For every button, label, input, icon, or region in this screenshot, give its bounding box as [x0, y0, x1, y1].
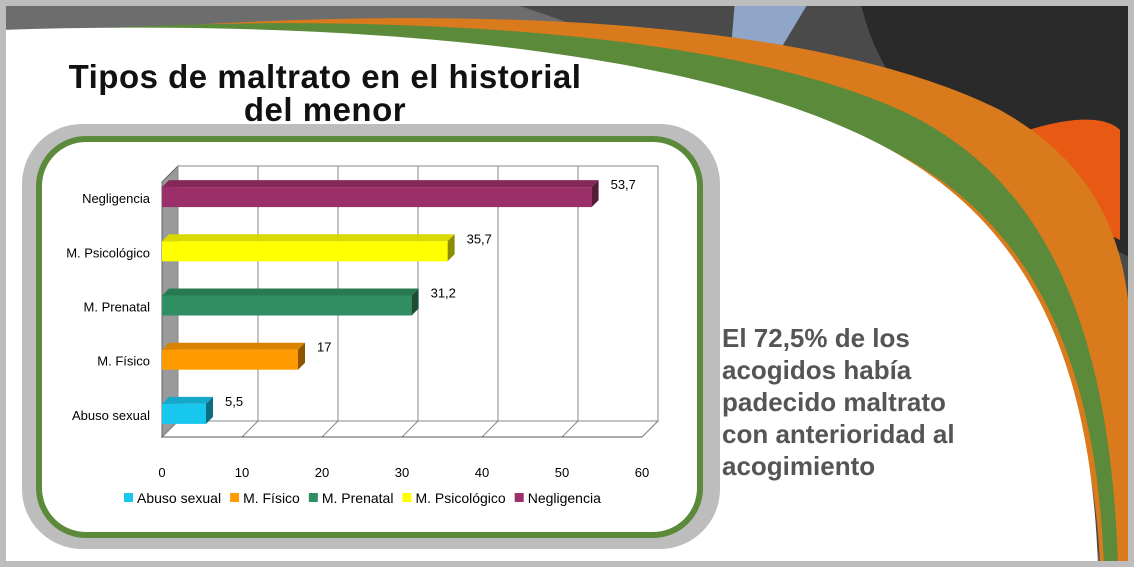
summary-text: El 72,5% de los acogidos había padecido … [722, 322, 1022, 482]
title-line-2: del menor [243, 91, 407, 128]
x-tick-label: 0 [158, 465, 165, 480]
gridline-floor [641, 420, 659, 438]
bar-top [162, 234, 455, 242]
legend-label: M. Psicológico [415, 490, 505, 506]
legend-label: Abuso sexual [137, 490, 221, 506]
summary-line-5: acogimiento [722, 451, 876, 481]
x-tick-label: 20 [315, 465, 329, 480]
bar-side [206, 396, 213, 424]
gridline-floor [401, 420, 419, 438]
gridline-floor [241, 420, 259, 438]
summary-line-3: padecido maltrato [722, 387, 946, 417]
plot-area: 0 10 20 30 40 50 60 Abuso sexual 5,5 M. Físico 17 M… [66, 164, 660, 480]
bar-front [162, 241, 448, 262]
title-line-1: Tipos de maltrato en el historial [68, 58, 582, 95]
legend-swatch [308, 493, 318, 502]
bar-top [162, 396, 213, 404]
legend-swatch [230, 493, 240, 502]
data-label: 53,7 [611, 177, 636, 192]
bar-front [162, 187, 592, 208]
bar-front [162, 349, 298, 370]
data-label: 35,7 [467, 231, 492, 246]
x-tick-label: 60 [635, 465, 649, 480]
bar-top [162, 342, 305, 350]
bar-front [162, 295, 412, 316]
bar-m-prenatal [162, 288, 419, 316]
summary-line-4: con anterioridad al [722, 419, 955, 449]
gridline-floor [561, 420, 579, 438]
slide-title: Tipos de maltrato en el historial del me… [20, 60, 630, 126]
legend-label: Negligencia [528, 490, 601, 506]
category-label: Abuso sexual [72, 408, 150, 423]
summary-line-2: acogidos había [722, 355, 912, 385]
bar-side [298, 342, 305, 370]
bar-m-fisico [162, 342, 305, 370]
data-label: 31,2 [431, 286, 456, 301]
bar-top [162, 180, 599, 188]
bar-front [162, 403, 206, 424]
legend-label: M. Prenatal [322, 490, 394, 506]
chart-legend: Abuso sexual M. Físico M. Prenatal M. Psico… [124, 490, 601, 506]
bar-abuso-sexual [162, 396, 213, 424]
category-label: M. Prenatal [84, 300, 151, 315]
bar-top [162, 288, 419, 296]
bar-negligencia [162, 180, 599, 208]
gridline-floor [321, 420, 339, 438]
data-label: 17 [317, 340, 331, 355]
x-tick-label: 10 [235, 465, 249, 480]
category-label: M. Físico [97, 354, 150, 369]
legend-swatch [124, 493, 133, 502]
bar-side [411, 288, 419, 316]
legend-swatch [402, 493, 412, 502]
legend-label: M. Físico [243, 490, 300, 506]
category-label: M. Psicológico [66, 245, 150, 260]
summary-line-1: El 72,5% de los [722, 323, 910, 353]
x-tick-label: 40 [475, 465, 489, 480]
bar-side [591, 180, 599, 208]
bar-side [447, 234, 455, 262]
category-label: Negligencia [82, 191, 151, 206]
x-tick-label: 30 [395, 465, 409, 480]
legend-swatch [514, 493, 524, 502]
gridline-floor [481, 420, 499, 438]
bar-m-psicologico [162, 234, 455, 262]
data-label: 5,5 [225, 394, 243, 409]
x-tick-label: 50 [555, 465, 569, 480]
